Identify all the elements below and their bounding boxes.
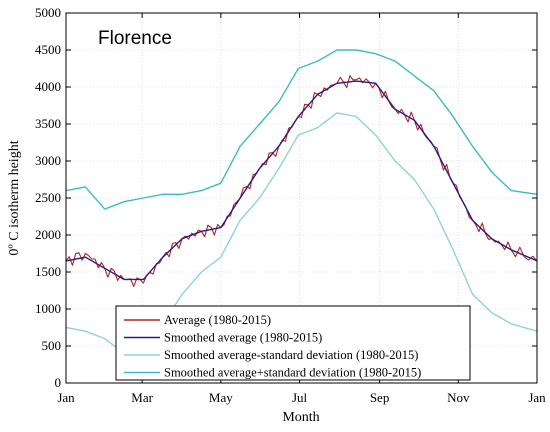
x-axis-title: Month <box>282 410 319 425</box>
chart-title: Florence <box>98 28 172 49</box>
x-axis-ticks: Jan Mar May Jul Sep Nov Jan <box>57 13 546 405</box>
y-tick-label: 3000 <box>35 153 61 168</box>
series-line-1 <box>65 80 538 281</box>
y-axis-title: 0º C isotherm height <box>7 140 22 255</box>
series-line-3 <box>65 49 538 210</box>
y-tick-label: 2500 <box>35 190 61 205</box>
y-tick-label: 3500 <box>35 116 61 131</box>
x-tick-label: Jan <box>528 390 546 405</box>
y-tick-label: 4500 <box>35 42 61 57</box>
x-tick-label: Sep <box>370 390 390 405</box>
y-tick-label: 1000 <box>35 301 61 316</box>
x-tick-label: Jan <box>57 390 75 405</box>
x-tick-label: Jul <box>292 390 308 405</box>
y-tick-label: 4000 <box>35 79 61 94</box>
legend-label-2: Smoothed average-standard deviation (198… <box>164 348 418 362</box>
y-tick-label: 0 <box>55 375 62 390</box>
x-tick-label: Mar <box>131 390 153 405</box>
legend-label-1: Smoothed average (1980-2015) <box>164 331 322 345</box>
y-tick-label: 1500 <box>35 264 61 279</box>
y-axis-ticks: 0 500 1000 1500 2000 2500 3000 3500 4000 4500 5000 <box>35 5 537 390</box>
y-tick-label: 500 <box>42 338 62 353</box>
legend-label-0: Average (1980-2015) <box>164 313 271 327</box>
legend-label-3: Smoothed average+standard deviation (198… <box>164 366 421 380</box>
legend-box <box>115 305 471 381</box>
x-tick-label: Nov <box>447 390 470 405</box>
legend: Average (1980-2015) Smoothed average (198… <box>115 305 471 381</box>
series-layer <box>65 49 538 355</box>
x-tick-label: May <box>209 390 233 405</box>
y-tick-label: 5000 <box>35 5 61 20</box>
y-tick-label: 2000 <box>35 227 61 242</box>
